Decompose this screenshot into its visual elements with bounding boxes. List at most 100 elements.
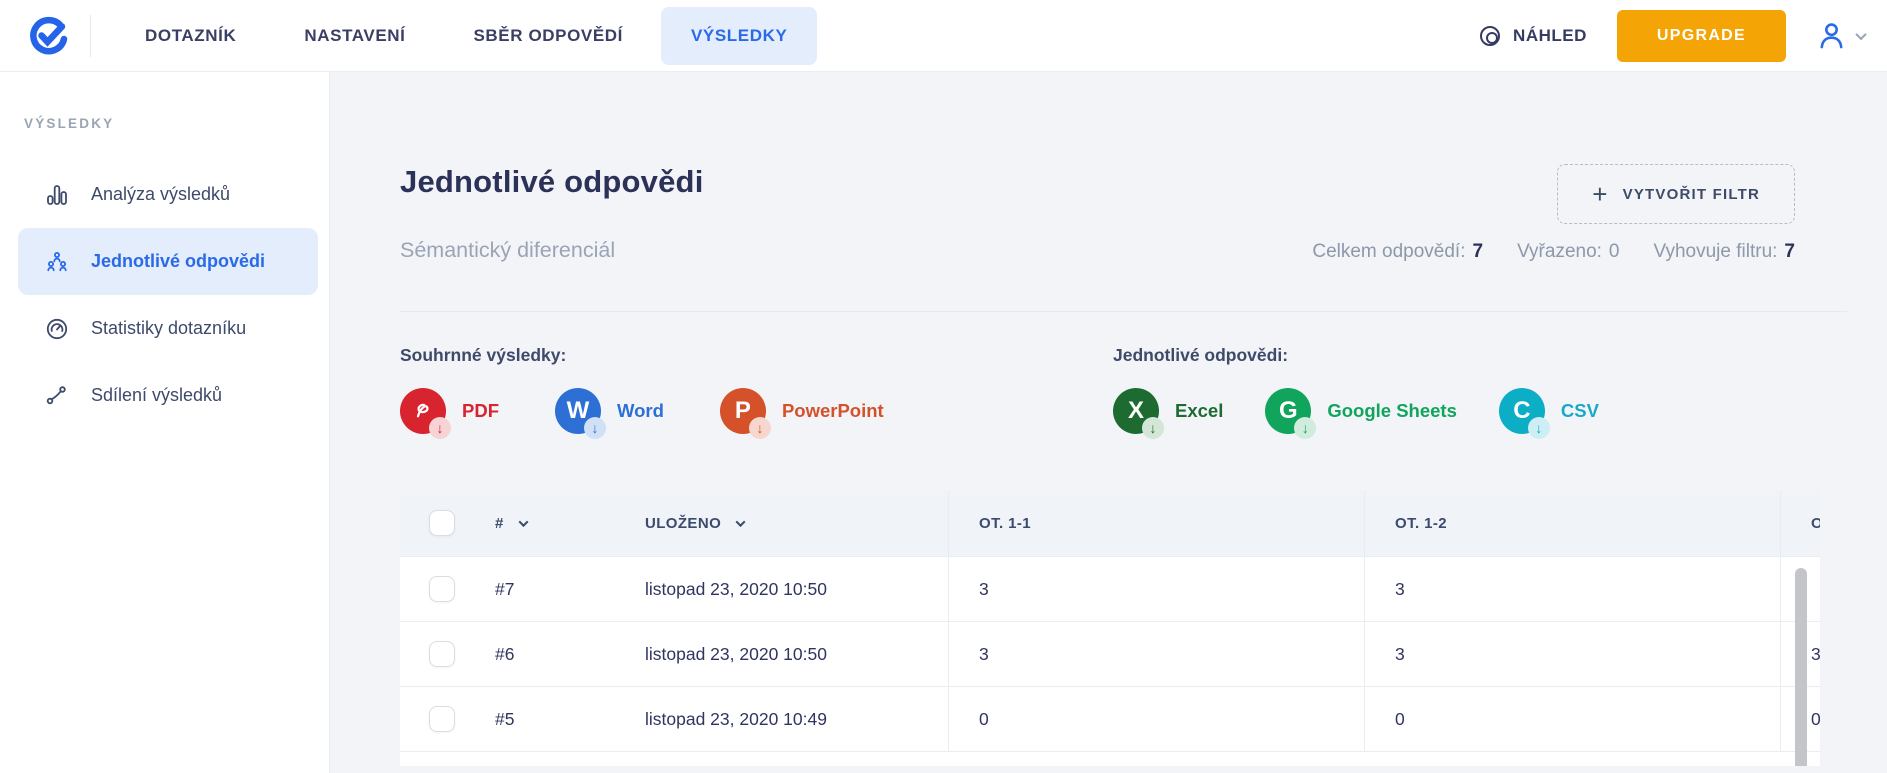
cell-q2-value: 0	[1364, 687, 1780, 751]
export-label: PowerPoint	[781, 400, 884, 421]
row-checkbox[interactable]	[429, 641, 455, 667]
download-icon	[1527, 417, 1550, 439]
row-check-cell	[400, 576, 495, 602]
responses-table: # ULOŽENO OT. 1-1 OT. 1-2 OT. 1-3 #7 lis…	[400, 490, 1820, 766]
stat-item: Vyhovuje filtru: 7	[1654, 241, 1796, 263]
export-item[interactable]: PDF	[400, 388, 499, 439]
bar-chart-icon	[47, 184, 67, 205]
stat-value: 7	[1472, 241, 1484, 262]
export-group-summary: Souhrnné výsledky: PDF W	[400, 345, 1113, 439]
file-icon: P	[719, 388, 771, 439]
page-title: Jednotlivé odpovědi	[400, 164, 704, 199]
table-row-partial	[400, 751, 1820, 766]
survey-name: Sémantický diferenciál	[400, 238, 616, 262]
cell-response-id: #7	[495, 578, 515, 599]
stat-item: Celkem odpovědí: 7	[1312, 241, 1483, 263]
column-header-saved: ULOŽENO	[645, 514, 722, 532]
cell-saved-date: listopad 23, 2020 10:49	[645, 708, 827, 729]
column-header-q2: OT. 1-2	[1364, 490, 1780, 556]
upgrade-button[interactable]: UPGRADE	[1616, 9, 1786, 62]
row-check-cell	[400, 706, 495, 732]
sidebar-item-jednotlive-odpovedi[interactable]: Jednotlivé odpovědi	[18, 228, 318, 295]
sidebar-item-label: Statistiky dotazníku	[91, 318, 247, 338]
nav-item[interactable]: VÝSLEDKY	[660, 6, 818, 65]
response-stats: Celkem odpovědí: 7 Vyřazeno: 0 Vyhovuje fi…	[1312, 241, 1795, 263]
stat-item: Vyřazeno: 0	[1517, 241, 1619, 263]
row-checkbox[interactable]	[429, 576, 455, 602]
gauge-icon	[46, 318, 68, 339]
topbar-divider	[90, 14, 91, 57]
column-header-id: #	[495, 514, 504, 532]
export-item[interactable]: G Google Sheets	[1265, 388, 1457, 439]
people-icon	[47, 251, 67, 271]
cell-q2-value: 3	[1364, 557, 1780, 621]
nav-item[interactable]: DOTAZNÍK	[115, 7, 266, 65]
preview-label: NÁHLED	[1513, 25, 1587, 45]
export-label: Excel	[1175, 400, 1224, 421]
stat-label: Celkem odpovědí:	[1312, 241, 1466, 262]
file-icon: X	[1113, 388, 1164, 439]
sidebar-item-sdileni-vysledku[interactable]: Sdílení výsledků	[18, 362, 318, 429]
cell-saved-date: listopad 23, 2020 10:50	[645, 643, 827, 664]
export-label: CSV	[1560, 400, 1599, 421]
section-divider	[400, 311, 1847, 312]
file-icon	[400, 388, 451, 439]
select-all-cell	[400, 510, 495, 536]
sidebar-item-analyza-vysledku[interactable]: Analýza výsledků	[18, 161, 318, 228]
create-filter-label: VYTVOŘIT FILTR	[1622, 185, 1760, 203]
avatar-icon	[1820, 23, 1843, 49]
column-header-q1: OT. 1-1	[948, 490, 1364, 556]
download-icon	[748, 417, 771, 439]
sort-by-saved[interactable]: ULOŽENO	[645, 490, 948, 556]
export-group-individual: Jednotlivé odpovědi: X Excel G Google Sh…	[1113, 345, 1599, 439]
cell-q3-value: 3	[1780, 622, 1820, 686]
chevron-down-icon	[1855, 28, 1867, 40]
select-all-checkbox[interactable]	[429, 510, 455, 536]
column-header-q3: OT. 1-3	[1780, 490, 1820, 556]
download-icon	[584, 417, 606, 439]
sidebar-item-statistiky-dotazniku[interactable]: Statistiky dotazníku	[18, 295, 318, 362]
sidebar-item-label: Sdílení výsledků	[91, 385, 223, 405]
stat-label: Vyřazeno:	[1517, 241, 1602, 262]
cell-saved-date: listopad 23, 2020 10:50	[645, 578, 827, 599]
export-label: Google Sheets	[1327, 400, 1457, 421]
table-row[interactable]: #6 listopad 23, 2020 10:50 3 3 3	[400, 621, 1820, 686]
table-row[interactable]: #7 listopad 23, 2020 10:50 3 3	[400, 556, 1820, 621]
cell-response-id: #5	[495, 708, 515, 729]
cell-q1-value: 0	[948, 687, 1364, 751]
topbar: DOTAZNÍK NASTAVENÍ SBĚR ODPOVĚDÍ VÝSLEDKY N…	[0, 0, 1887, 72]
chevron-down-icon	[735, 516, 746, 527]
export-group-title: Jednotlivé odpovědi:	[1113, 345, 1289, 365]
export-item[interactable]: X Excel	[1113, 388, 1224, 439]
export-label: Word	[617, 400, 664, 421]
preview-button[interactable]: NÁHLED	[1480, 25, 1587, 46]
topbar-right: NÁHLED UPGRADE	[1480, 9, 1867, 62]
export-item[interactable]: C CSV	[1498, 388, 1599, 439]
file-icon: C	[1498, 388, 1550, 439]
export-item[interactable]: W Word	[555, 388, 664, 439]
account-menu[interactable]	[1816, 20, 1867, 51]
top-nav: DOTAZNÍK NASTAVENÍ SBĚR ODPOVĚDÍ VÝSLEDKY	[115, 6, 825, 65]
table-header-row: # ULOŽENO OT. 1-1 OT. 1-2 OT. 1-3	[400, 490, 1820, 556]
cell-q3-value	[1780, 557, 1820, 621]
table-scrollbar[interactable]	[1795, 568, 1807, 766]
main-content: Jednotlivé odpovědi VYTVOŘIT FILTR Séman…	[330, 72, 1887, 773]
sort-by-id[interactable]: #	[495, 490, 645, 556]
sidebar: VÝSLEDKY Analýza výsledků Jednotlivé odp…	[0, 72, 330, 773]
table-row[interactable]: #5 listopad 23, 2020 10:49 0 0 0	[400, 686, 1820, 751]
nav-item[interactable]: SBĚR ODPOVĚDÍ	[443, 7, 653, 65]
stat-value: 0	[1608, 241, 1620, 262]
nav-item[interactable]: NASTAVENÍ	[274, 7, 435, 65]
export-item[interactable]: P PowerPoint	[719, 388, 884, 439]
row-checkbox[interactable]	[429, 706, 455, 732]
cell-response-id: #6	[495, 643, 515, 664]
export-label: PDF	[462, 400, 499, 421]
sidebar-item-label: Jednotlivé odpovědi	[91, 251, 266, 271]
row-check-cell	[400, 641, 495, 667]
chevron-down-icon	[518, 516, 529, 527]
create-filter-button[interactable]: VYTVOŘIT FILTR	[1557, 164, 1795, 224]
plus-icon	[1592, 181, 1608, 207]
app-logo-icon[interactable]	[28, 16, 68, 56]
share-icon	[46, 385, 66, 404]
cell-q2-value: 3	[1364, 622, 1780, 686]
